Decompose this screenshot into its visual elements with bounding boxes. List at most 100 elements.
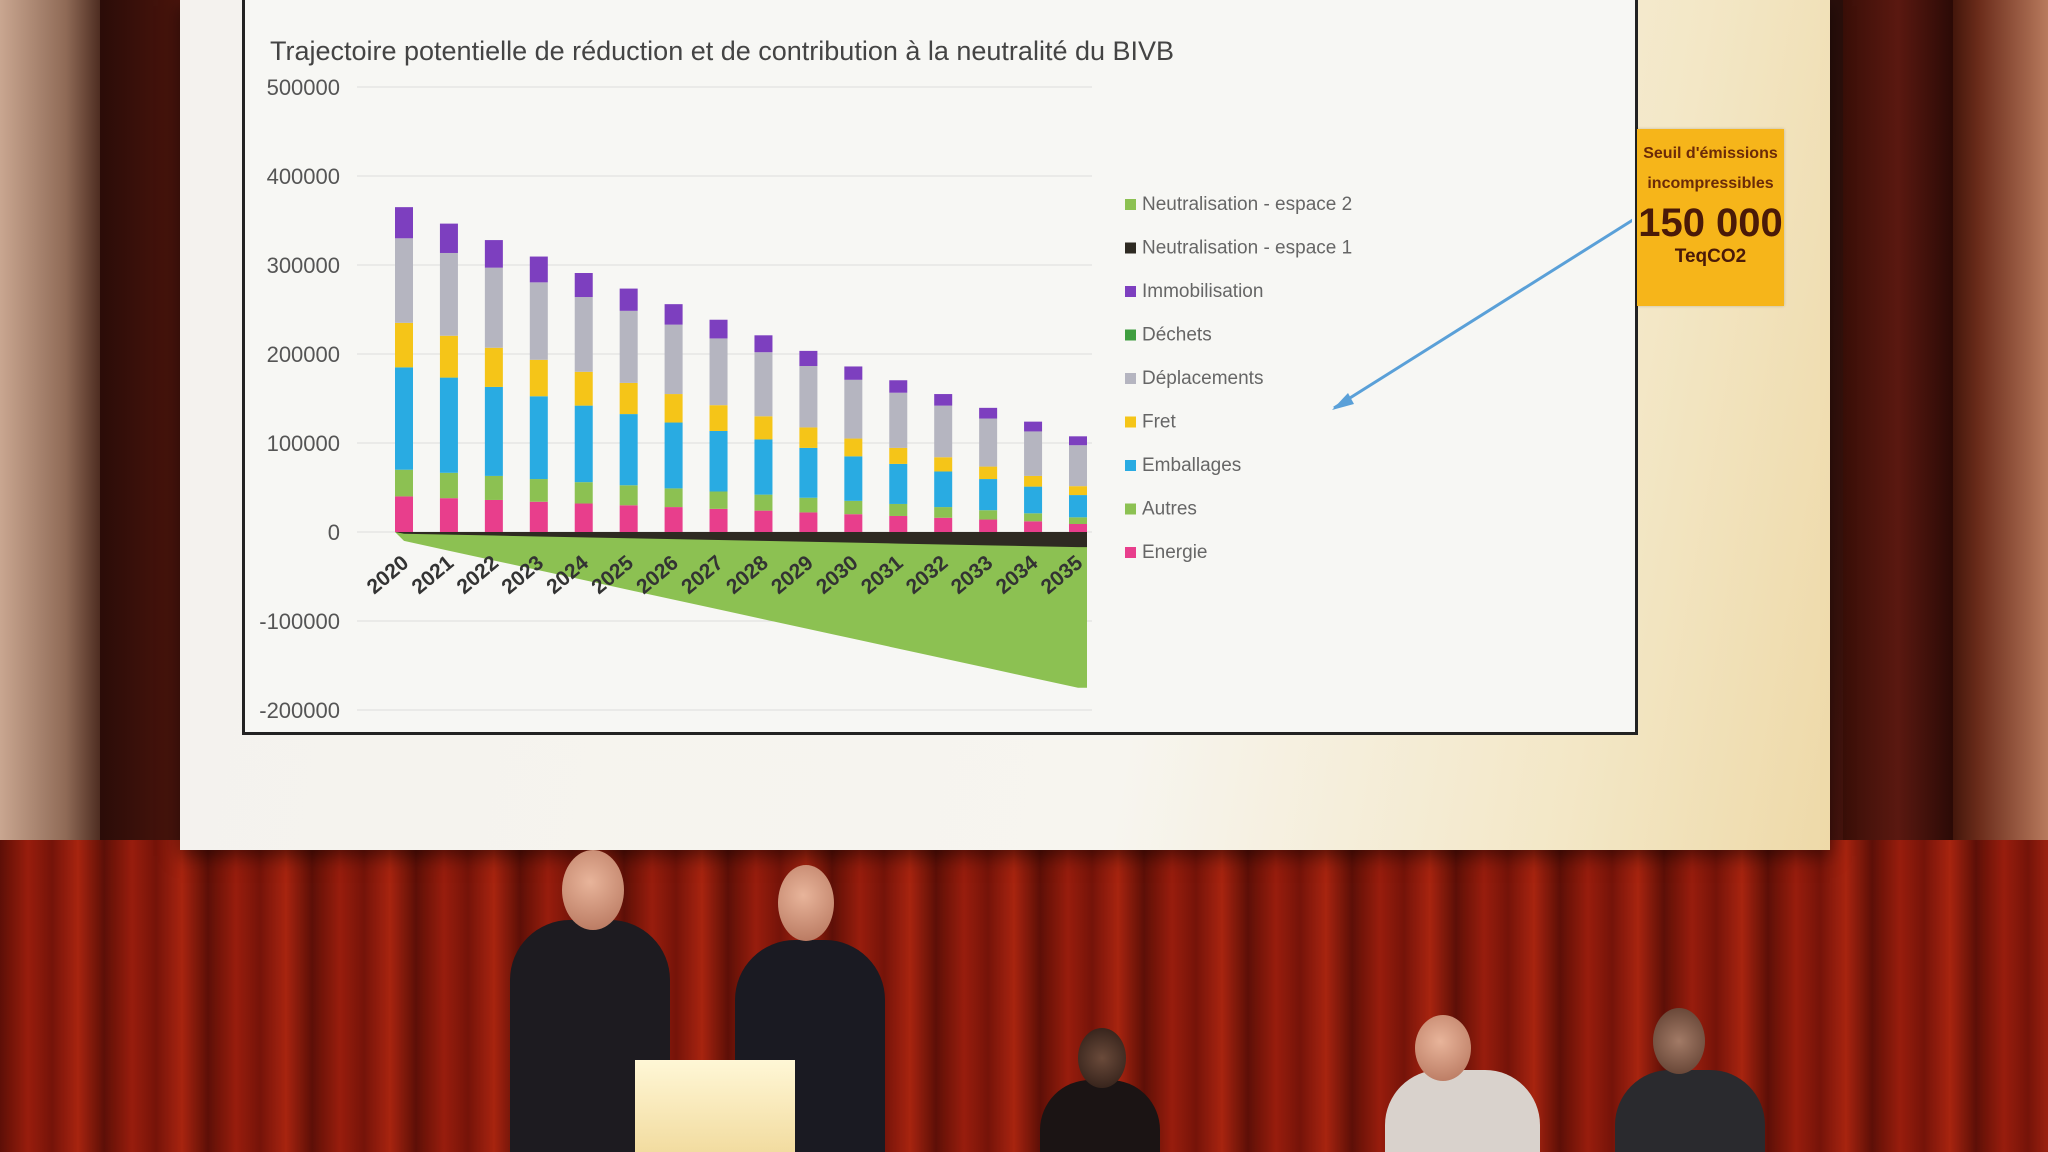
bar-segment: [844, 438, 863, 457]
bar-segment: [979, 407, 998, 419]
legend-label: Neutralisation - espace 2: [1142, 194, 1352, 215]
bar-segment: [395, 367, 413, 470]
panelist-3-head: [1653, 1008, 1705, 1074]
bar-segment: [709, 430, 728, 492]
bar-segment: [439, 377, 458, 473]
y-tick-label: 100000: [267, 431, 340, 456]
bar-segment: [709, 508, 728, 532]
bar-segment: [619, 505, 638, 532]
bar-segment: [844, 379, 863, 439]
legend-label: Neutralisation - espace 1: [1142, 238, 1352, 259]
stacked-bar-chart: Trajectoire potentielle de réduction et …: [259, 36, 1632, 723]
bar-segment: [574, 273, 593, 298]
panelist-2-body: [1385, 1070, 1540, 1152]
bar-segment: [439, 335, 458, 378]
badge-value: 150 000: [1638, 201, 1783, 245]
bar-segment: [934, 394, 953, 406]
chart-title: Trajectoire potentielle de réduction et …: [270, 36, 1174, 66]
y-axis-ticks: 500000 400000 300000 200000 100000 0 -100000 -2…: [259, 75, 340, 723]
bar-segment: [395, 207, 413, 239]
bar-segment: [1024, 475, 1043, 487]
bar-segment: [709, 319, 728, 339]
bar-segment: [844, 456, 863, 501]
bar-segment: [574, 371, 593, 406]
bar-segment: [574, 503, 593, 532]
bar-segment: [844, 500, 863, 515]
bar-segment: [754, 510, 773, 532]
bar-segment: [889, 380, 908, 393]
bar-segment: [1024, 431, 1043, 476]
bar-segment: [574, 405, 593, 483]
bar-segment: [1024, 421, 1043, 432]
legend-swatch: [1125, 503, 1136, 515]
bar-segment: [395, 496, 413, 532]
legend-label: Immobilisation: [1142, 281, 1263, 302]
bar-segment: [1069, 523, 1087, 532]
bar-segment: [619, 382, 638, 415]
y-tick-label: -100000: [259, 609, 340, 634]
bar-segment: [395, 238, 413, 323]
bar-segment: [619, 310, 638, 383]
bar-segment: [484, 240, 503, 268]
threshold-badge: Seuil d'émissions incompressibles 150 00…: [1637, 129, 1784, 306]
bar-segment: [1024, 513, 1043, 522]
bar-segment: [619, 485, 638, 506]
badge-line-1: Seuil d'émissions: [1643, 145, 1778, 162]
bar-segment: [754, 335, 773, 353]
bar-segment: [889, 392, 908, 448]
bar-segment: [664, 488, 683, 508]
bar-segment: [439, 472, 458, 499]
bar-segment: [979, 479, 998, 511]
bar-segment: [844, 514, 863, 532]
bar-segment: [799, 427, 818, 448]
bar-segment: [574, 297, 593, 372]
bar-segment: [1069, 486, 1087, 496]
legend: Neutralisation - espace 2 Neutralisation …: [1125, 194, 1352, 563]
bar-segment: [664, 422, 683, 489]
neutralisation-espace-1-area: [395, 532, 1087, 548]
legend-label: Déchets: [1142, 325, 1212, 346]
bar-segment: [754, 439, 773, 495]
bar-segment: [439, 252, 458, 336]
legend-swatch: [1125, 416, 1136, 428]
legend-label: Energie: [1142, 542, 1208, 563]
x-tick-label: 2020: [363, 551, 414, 599]
neutralisation-espace-2-area: [395, 532, 1087, 688]
bar-segment: [799, 512, 818, 532]
bar-segment: [799, 366, 818, 428]
bar-segment: [664, 507, 683, 532]
bar-segment: [889, 463, 908, 504]
bar-segment: [529, 396, 548, 480]
bar-segment: [529, 501, 548, 532]
panelist-2-head: [1415, 1015, 1471, 1081]
bar-segment: [529, 479, 548, 502]
bar-segment: [664, 304, 683, 325]
bar-segment: [979, 510, 998, 520]
badge-arrow-head: [1332, 393, 1354, 410]
bar-segment: [1069, 495, 1087, 518]
y-tick-label: 400000: [267, 164, 340, 189]
bar-segment: [395, 322, 413, 368]
bar-segment: [484, 267, 503, 348]
bar-segment: [709, 405, 728, 431]
legend-label: Autres: [1142, 499, 1197, 520]
bar-segment: [529, 282, 548, 360]
bar-segment: [1069, 445, 1087, 487]
bar-segment: [619, 288, 638, 311]
bar-segment: [979, 519, 998, 532]
bar-segment: [529, 256, 548, 283]
y-tick-label: 200000: [267, 342, 340, 367]
bar-segment: [979, 418, 998, 467]
second-person-head: [778, 865, 834, 941]
bar-segment: [889, 503, 908, 516]
podium: [635, 1060, 795, 1152]
bar-segment: [709, 491, 728, 509]
bar-segment: [799, 447, 818, 498]
bar-segment: [1024, 521, 1043, 532]
negative-areas: [395, 532, 1087, 688]
bar-segment: [754, 416, 773, 440]
bar-segment: [574, 482, 593, 504]
bar-segment: [934, 517, 953, 532]
panelist-1-body: [1040, 1080, 1160, 1152]
legend-swatch: [1125, 373, 1136, 384]
